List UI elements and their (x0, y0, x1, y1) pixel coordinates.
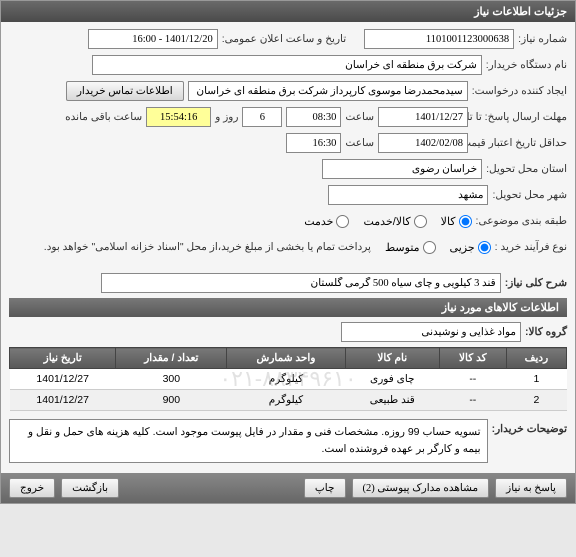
row-validity: حداقل تاریخ اعتبار قیمت: تا تاریخ: ساعت (9, 132, 567, 154)
proc-medium-item[interactable]: متوسط (385, 241, 436, 254)
row-desc: توضیحات خریدار: تسویه حساب 99 روزه. مشخص… (9, 419, 567, 463)
time-label-2: ساعت (345, 137, 374, 149)
table-cell: -- (439, 369, 506, 390)
exit-button[interactable]: خروج (9, 478, 55, 498)
table-cell: چای فوری (345, 369, 439, 390)
province-label: استان محل تحویل: (486, 163, 567, 175)
process-radio-group: جزیی متوسط (385, 241, 491, 254)
cat-service-label: کالا/خدمت (363, 215, 410, 228)
cat-service-radio[interactable] (414, 215, 427, 228)
remaining-label: ساعت باقی مانده (65, 111, 142, 123)
table-cell: 300 (116, 369, 227, 390)
print-button[interactable]: چاپ (304, 478, 346, 498)
need-no-label: شماره نیاز: (518, 33, 567, 45)
cat-goods-item[interactable]: کالا (441, 215, 472, 228)
panel-title: جزئیات اطلاعات نیاز (474, 6, 567, 18)
cat-goods-radio[interactable] (459, 215, 472, 228)
footer-bar: پاسخ به نیاز مشاهده مدارک پیوستی (2) چاپ… (1, 473, 575, 503)
goods-header-text: اطلاعات کالاهای مورد نیاز (442, 302, 559, 314)
table-header-cell: واحد شمارش (227, 348, 345, 369)
table-cell: -- (439, 390, 506, 411)
deadline-date-field[interactable] (378, 107, 468, 127)
cat-service-only-item[interactable]: خدمت (304, 215, 349, 228)
table-cell: 1 (506, 369, 566, 390)
validity-date-field[interactable] (378, 133, 468, 153)
row-deadline: مهلت ارسال پاسخ: تا تاریخ: ساعت روز و سا… (9, 106, 567, 128)
proc-partial-item[interactable]: جزیی (450, 241, 491, 254)
table-header-cell: کد کالا (439, 348, 506, 369)
main-content: شماره نیاز: تاریخ و ساعت اعلان عمومی: نا… (1, 22, 575, 473)
public-time-label: تاریخ و ساعت اعلان عمومی: (222, 33, 346, 45)
table-row[interactable]: 1--چای فوریکیلوگرم3001401/12/27 (10, 369, 567, 390)
summary-label: شرح کلی نیاز: (505, 277, 567, 289)
row-category: طبقه بندی موضوعی: کالا کالا/خدمت خدمت (9, 210, 567, 232)
city-field[interactable] (328, 185, 488, 205)
goods-table: ردیفکد کالانام کالاواحد شمارشتعداد / مقد… (9, 347, 567, 411)
province-field[interactable] (322, 159, 482, 179)
table-cell: 900 (116, 390, 227, 411)
process-label: نوع فرآیند خرید : (495, 241, 567, 253)
proc-partial-label: جزیی (450, 241, 475, 254)
table-container: ردیفکد کالانام کالاواحد شمارشتعداد / مقد… (9, 347, 567, 411)
days-label: روز و (215, 111, 238, 123)
table-cell: 1401/12/27 (10, 369, 116, 390)
row-need-no: شماره نیاز: تاریخ و ساعت اعلان عمومی: (9, 28, 567, 50)
proc-medium-radio[interactable] (423, 241, 436, 254)
cat-goods-label: کالا (441, 215, 456, 228)
validity-label: حداقل تاریخ اعتبار قیمت: تا تاریخ: (472, 137, 567, 149)
cat-service-only-label: خدمت (304, 215, 333, 228)
row-summary: شرح کلی نیاز: (9, 272, 567, 294)
panel-header: جزئیات اطلاعات نیاز (1, 1, 575, 22)
creator-label: ایجاد کننده درخواست: (472, 85, 567, 97)
table-cell: کیلوگرم (227, 390, 345, 411)
desc-box: تسویه حساب 99 روزه. مشخصات فنی و مقدار د… (9, 419, 488, 463)
creator-field[interactable] (188, 81, 468, 101)
category-radio-group: کالا کالا/خدمت خدمت (304, 215, 471, 228)
group-label: گروه کالا: (525, 326, 567, 338)
remaining-field[interactable] (146, 107, 211, 127)
cat-service-only-radio[interactable] (336, 215, 349, 228)
contact-button[interactable]: اطلاعات تماس خریدار (66, 81, 184, 101)
deadline-label: مهلت ارسال پاسخ: تا تاریخ: (472, 111, 567, 123)
row-process: نوع فرآیند خرید : جزیی متوسط پرداخت تمام… (9, 236, 567, 258)
table-row[interactable]: 2--قند طبیعیکیلوگرم9001401/12/27 (10, 390, 567, 411)
cat-service-item[interactable]: کالا/خدمت (363, 215, 426, 228)
row-group: گروه کالا: (9, 321, 567, 343)
table-cell: قند طبیعی (345, 390, 439, 411)
main-panel: جزئیات اطلاعات نیاز شماره نیاز: تاریخ و … (0, 0, 576, 504)
proc-medium-label: متوسط (385, 241, 420, 254)
row-buyer: نام دستگاه خریدار: (9, 54, 567, 76)
proc-note: پرداخت تمام یا بخشی از مبلغ خرید،از محل … (44, 241, 371, 253)
table-header-cell: تاریخ نیاز (10, 348, 116, 369)
table-cell: 2 (506, 390, 566, 411)
group-field[interactable] (341, 322, 521, 342)
row-province: استان محل تحویل: (9, 158, 567, 180)
days-field[interactable] (242, 107, 282, 127)
table-header-cell: ردیف (506, 348, 566, 369)
category-label: طبقه بندی موضوعی: (476, 215, 567, 227)
table-cell: 1401/12/27 (10, 390, 116, 411)
buyer-field[interactable] (92, 55, 482, 75)
summary-field[interactable] (101, 273, 501, 293)
city-label: شهر محل تحویل: (492, 189, 567, 201)
row-creator: ایجاد کننده درخواست: اطلاعات تماس خریدار (9, 80, 567, 102)
table-cell: کیلوگرم (227, 369, 345, 390)
back-button[interactable]: بازگشت (61, 478, 119, 498)
buyer-label: نام دستگاه خریدار: (486, 59, 567, 71)
desc-label: توضیحات خریدار: (492, 419, 567, 435)
validity-time-field[interactable] (286, 133, 341, 153)
goods-subheader: اطلاعات کالاهای مورد نیاز (9, 298, 567, 317)
reply-button[interactable]: پاسخ به نیاز (495, 478, 567, 498)
table-header-cell: نام کالا (345, 348, 439, 369)
row-city: شهر محل تحویل: (9, 184, 567, 206)
deadline-time-field[interactable] (286, 107, 341, 127)
time-label-1: ساعت (345, 111, 374, 123)
public-time-field[interactable] (88, 29, 218, 49)
table-header-cell: تعداد / مقدار (116, 348, 227, 369)
need-no-field[interactable] (364, 29, 514, 49)
proc-partial-radio[interactable] (478, 241, 491, 254)
docs-button[interactable]: مشاهده مدارک پیوستی (2) (352, 478, 490, 498)
